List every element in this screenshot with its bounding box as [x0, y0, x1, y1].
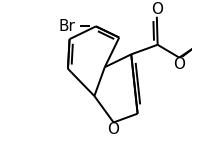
Text: O: O	[151, 2, 163, 17]
Text: O: O	[173, 57, 185, 72]
Text: O: O	[108, 122, 120, 137]
Text: Br: Br	[58, 19, 75, 34]
